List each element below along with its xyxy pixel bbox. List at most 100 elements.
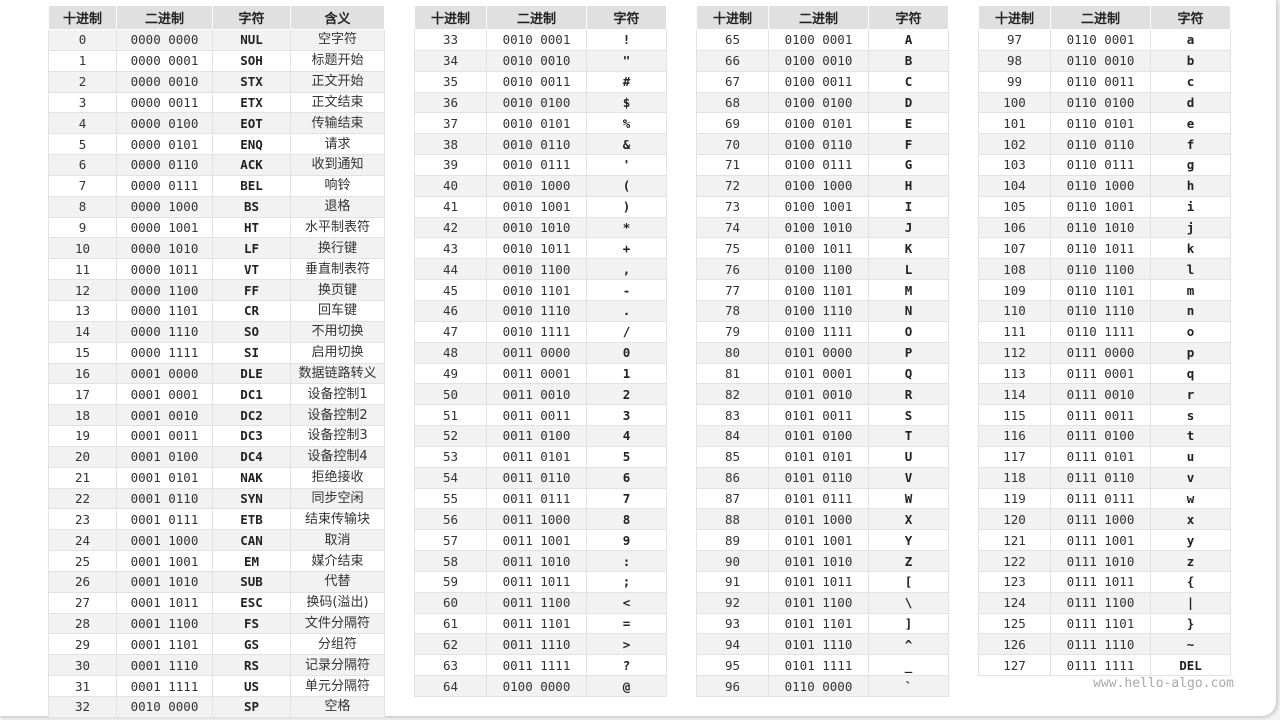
character-cell: C xyxy=(868,70,949,93)
table-row: 1 0000 0001 SOH 标题开始 xyxy=(48,49,385,72)
table-row: 48 0011 0000 0 xyxy=(414,341,667,364)
decimal-cell: 25 xyxy=(48,550,117,572)
character-cell: ^ xyxy=(868,633,949,656)
character-cell: BS xyxy=(212,195,291,218)
character-cell: ACK xyxy=(212,154,291,176)
binary-cell: 0111 1000 xyxy=(1050,508,1151,531)
table-row: 99 0110 0011 c xyxy=(978,70,1231,93)
table-row: 126 0111 1110 ~ xyxy=(978,633,1231,656)
table-row: 96 0110 0000 ` xyxy=(696,675,949,697)
binary-cell: 0100 1111 xyxy=(768,320,869,343)
watermark: www.hello-algo.com xyxy=(1093,676,1234,691)
binary-cell: 0100 1010 xyxy=(768,216,869,239)
character-cell: W xyxy=(868,487,949,510)
binary-cell: 0111 1110 xyxy=(1050,633,1151,656)
meaning-cell: 回车键 xyxy=(290,299,385,322)
binary-cell: 0101 0100 xyxy=(768,425,869,447)
header-character: 字符 xyxy=(212,5,291,30)
binary-cell: 0100 1000 xyxy=(768,174,869,197)
meaning-cell: 换码(溢出) xyxy=(290,591,385,614)
table-row: 27 0001 1011 ESC 换码(溢出) xyxy=(48,591,385,614)
table-row: 68 0100 0100 D xyxy=(696,91,949,114)
header-decimal: 十进制 xyxy=(696,5,769,30)
character-cell: * xyxy=(586,216,667,239)
decimal-cell: 17 xyxy=(48,383,117,406)
decimal-cell: 120 xyxy=(978,508,1051,531)
meaning-cell: 请求 xyxy=(290,133,385,156)
decimal-cell: 73 xyxy=(696,195,769,218)
decimal-cell: 105 xyxy=(978,195,1051,218)
decimal-cell: 20 xyxy=(48,445,117,468)
table-row: 13 0000 1101 CR 回车键 xyxy=(48,299,385,322)
decimal-cell: 108 xyxy=(978,258,1051,281)
binary-cell: 0011 1010 xyxy=(486,550,587,572)
decimal-cell: 101 xyxy=(978,112,1051,135)
decimal-cell: 7 xyxy=(48,174,117,197)
character-cell: ETB xyxy=(212,508,291,531)
table-row: 15 0000 1111 SI 启用切换 xyxy=(48,341,385,364)
binary-cell: 0001 0111 xyxy=(116,508,213,531)
table-row: 80 0101 0000 P xyxy=(696,341,949,364)
meaning-cell: 水平制表符 xyxy=(290,216,385,239)
character-cell: , xyxy=(586,258,667,281)
decimal-cell: 60 xyxy=(414,591,487,614)
character-cell: m xyxy=(1150,279,1231,301)
decimal-cell: 114 xyxy=(978,383,1051,406)
binary-cell: 0101 0110 xyxy=(768,466,869,489)
table-row: 127 0111 1111 DEL xyxy=(978,654,1231,677)
decimal-cell: 18 xyxy=(48,404,117,427)
decimal-cell: 117 xyxy=(978,445,1051,468)
table-row: 97 0110 0001 a xyxy=(978,29,1231,51)
decimal-cell: 83 xyxy=(696,404,769,427)
character-cell: NUL xyxy=(212,29,291,51)
table-row: 9 0000 1001 HT 水平制表符 xyxy=(48,216,385,239)
character-cell: DC2 xyxy=(212,404,291,427)
binary-cell: 0000 0101 xyxy=(116,133,213,156)
decimal-cell: 19 xyxy=(48,425,117,447)
binary-cell: 0110 0101 xyxy=(1050,112,1151,135)
table-row: 21 0001 0101 NAK 拒绝接收 xyxy=(48,466,385,489)
character-cell: SUB xyxy=(212,570,291,593)
binary-cell: 0010 0101 xyxy=(486,112,587,135)
character-cell: / xyxy=(586,320,667,343)
meaning-cell: 退格 xyxy=(290,195,385,218)
binary-cell: 0001 0110 xyxy=(116,487,213,510)
decimal-cell: 127 xyxy=(978,654,1051,677)
character-cell: GS xyxy=(212,633,291,656)
decimal-cell: 10 xyxy=(48,237,117,260)
meaning-cell: 数据链路转义 xyxy=(290,362,385,385)
binary-cell: 0011 1001 xyxy=(486,529,587,552)
table-row: 72 0100 1000 H xyxy=(696,174,949,197)
decimal-cell: 78 xyxy=(696,299,769,322)
binary-cell: 0000 0010 xyxy=(116,70,213,93)
ascii-table-33-64: 十进制 二进制 字符 33 0010 0001! 34 0010 0010 " 35 0010 0… xyxy=(414,5,667,697)
header-decimal: 十进制 xyxy=(48,5,117,30)
table-row: 100 0110 0100 d xyxy=(978,91,1231,114)
binary-cell: 0101 0010 xyxy=(768,383,869,406)
binary-cell: 0010 1001 xyxy=(486,195,587,218)
table-row: 88 0101 1000 X xyxy=(696,508,949,531)
binary-cell: 0110 0000 xyxy=(768,675,869,697)
table-row: 123 0111 1011{ xyxy=(978,570,1231,593)
table-row: 38 0010 0110 & xyxy=(414,133,667,156)
binary-cell: 0000 1010 xyxy=(116,237,213,260)
meaning-cell: 单元分隔符 xyxy=(290,675,385,697)
binary-cell: 0101 0101 xyxy=(768,445,869,468)
meaning-cell: 设备控制2 xyxy=(290,404,385,427)
table-row: 77 0100 1101 M xyxy=(696,279,949,301)
binary-cell: 0011 1110 xyxy=(486,633,587,656)
binary-cell: 0010 0000 xyxy=(116,696,213,718)
table-row: 86 0101 0110 V xyxy=(696,466,949,489)
decimal-cell: 96 xyxy=(696,675,769,697)
character-cell: V xyxy=(868,466,949,489)
binary-cell: 0000 0110 xyxy=(116,154,213,176)
meaning-cell: 文件分隔符 xyxy=(290,612,385,635)
ascii-table-65-96: 十进制 二进制 字符 65 0100 0001 A 66 0100 0010 B 67 0100 0… xyxy=(696,5,949,697)
decimal-cell: 4 xyxy=(48,112,117,135)
table-row: 35 0010 0011 # xyxy=(414,70,667,93)
character-cell: S xyxy=(868,404,949,427)
binary-cell: 0011 0011 xyxy=(486,404,587,427)
character-cell: ' xyxy=(586,154,667,176)
table-row: 73 0100 1001 I xyxy=(696,195,949,218)
binary-cell: 0011 0110 xyxy=(486,466,587,489)
